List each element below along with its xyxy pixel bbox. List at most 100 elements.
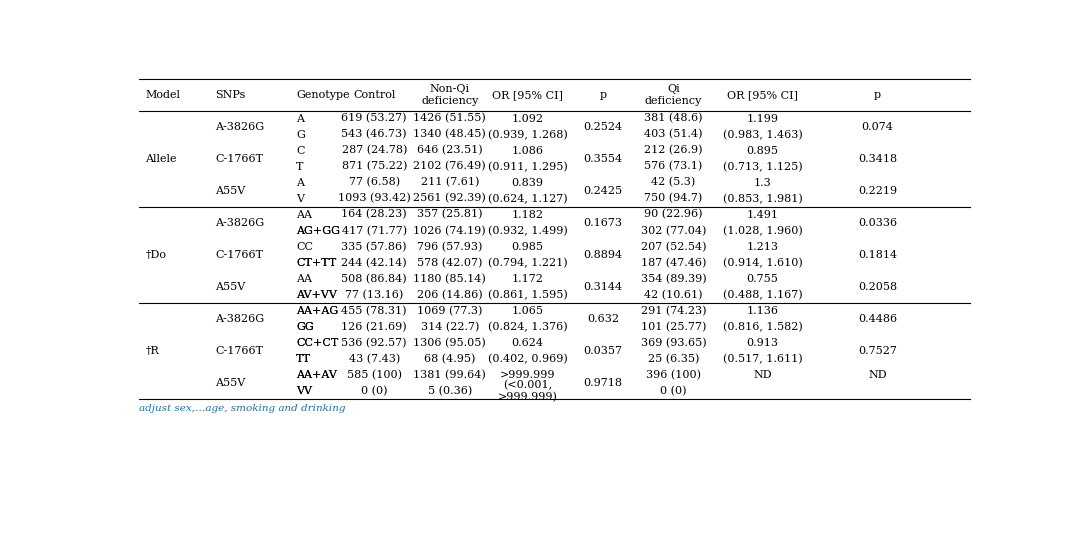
Text: 750 (94.7): 750 (94.7) [645,193,702,204]
Text: 1093 (93.42): 1093 (93.42) [338,193,410,204]
Text: CT+TT: CT+TT [296,258,337,268]
Text: (0.824, 1.376): (0.824, 1.376) [488,321,567,332]
Text: AA: AA [296,210,313,220]
Text: 536 (92.57): 536 (92.57) [342,338,407,348]
Text: (0.794, 1.221): (0.794, 1.221) [488,258,567,268]
Text: 68 (4.95): 68 (4.95) [424,354,475,364]
Text: GG: GG [296,322,314,332]
Text: p: p [599,90,607,100]
Text: Control: Control [353,90,395,100]
Text: 1306 (95.05): 1306 (95.05) [413,338,486,348]
Text: 2102 (76.49): 2102 (76.49) [413,161,486,172]
Text: 1.491: 1.491 [747,210,778,220]
Text: 354 (89.39): 354 (89.39) [641,273,707,284]
Text: CT+TT: CT+TT [296,258,337,268]
Text: 2561 (92.39): 2561 (92.39) [413,193,486,204]
Text: 0.4486: 0.4486 [858,314,897,323]
Text: 212 (26.9): 212 (26.9) [645,145,703,156]
Text: A-3826G: A-3826G [215,218,264,227]
Text: >999.999: >999.999 [500,370,555,380]
Text: †R: †R [145,346,159,356]
Text: OR [95% CI]: OR [95% CI] [727,90,799,100]
Text: T: T [296,161,304,172]
Text: p: p [874,90,881,100]
Text: 1.136: 1.136 [747,306,778,316]
Text: 77 (13.16): 77 (13.16) [345,289,404,300]
Text: 77 (6.58): 77 (6.58) [348,178,400,188]
Text: 0.2425: 0.2425 [583,186,623,195]
Text: A-3826G: A-3826G [215,122,264,132]
Text: 1340 (48.45): 1340 (48.45) [413,130,486,140]
Text: AA+AV: AA+AV [296,370,338,380]
Text: (0.624, 1.127): (0.624, 1.127) [488,193,567,204]
Text: TT: TT [296,354,312,363]
Text: (0.983, 1.463): (0.983, 1.463) [723,130,803,140]
Text: Genotype: Genotype [296,90,349,100]
Text: 187 (47.46): 187 (47.46) [641,258,707,268]
Text: CC: CC [296,241,314,252]
Text: CC+CT: CC+CT [296,338,339,348]
Text: 25 (6.35): 25 (6.35) [648,354,699,364]
Text: 211 (7.61): 211 (7.61) [421,178,479,188]
Text: (0.816, 1.582): (0.816, 1.582) [723,321,803,332]
Text: 455 (78.31): 455 (78.31) [342,306,407,316]
Text: (<0.001,
>999.999): (<0.001, >999.999) [498,380,557,402]
Text: AV+VV: AV+VV [296,289,338,300]
Text: 403 (51.4): 403 (51.4) [645,130,703,140]
Text: (0.853, 1.981): (0.853, 1.981) [723,193,803,204]
Text: 508 (86.84): 508 (86.84) [342,273,407,284]
Text: C-1766T: C-1766T [215,346,263,356]
Text: AA: AA [296,274,313,284]
Text: 302 (77.04): 302 (77.04) [641,225,707,236]
Text: 0.0357: 0.0357 [583,346,622,356]
Text: AA+AV: AA+AV [296,370,338,380]
Text: 0.9718: 0.9718 [583,377,622,388]
Text: 0.3144: 0.3144 [583,282,623,292]
Text: 42 (10.61): 42 (10.61) [645,289,703,300]
Text: AG+GG: AG+GG [296,226,340,235]
Text: 206 (14.86): 206 (14.86) [417,289,483,300]
Text: 369 (93.65): 369 (93.65) [641,338,707,348]
Text: 314 (22.7): 314 (22.7) [421,321,479,332]
Text: 207 (52.54): 207 (52.54) [641,241,707,252]
Text: adjust sex,…age, smoking and drinking: adjust sex,…age, smoking and drinking [140,404,346,413]
Text: 126 (21.69): 126 (21.69) [342,321,407,332]
Text: (0.402, 0.969): (0.402, 0.969) [488,354,568,364]
Text: ND: ND [868,370,886,380]
Text: A55V: A55V [215,282,246,292]
Text: VV: VV [296,386,313,396]
Text: 0.3418: 0.3418 [858,153,897,164]
Text: 0.2524: 0.2524 [583,122,623,132]
Text: 585 (100): 585 (100) [346,369,401,380]
Text: 0 (0): 0 (0) [361,386,387,396]
Text: 5 (0.36): 5 (0.36) [427,386,472,396]
Text: 0.7527: 0.7527 [858,346,897,356]
Text: 0.2058: 0.2058 [858,282,897,292]
Text: V: V [296,193,304,204]
Text: Non-Qi
deficiency: Non-Qi deficiency [421,84,478,106]
Text: OR [95% CI]: OR [95% CI] [492,90,564,100]
Text: SNPs: SNPs [215,90,246,100]
Text: GG: GG [296,322,314,332]
Text: 1.213: 1.213 [747,241,778,252]
Text: A: A [296,178,304,187]
Text: †Do: †Do [145,249,167,260]
Text: 0.839: 0.839 [512,178,543,187]
Text: 0.632: 0.632 [588,314,619,323]
Text: 1069 (77.3): 1069 (77.3) [417,306,483,316]
Text: A-3826G: A-3826G [215,314,264,323]
Text: 42 (5.3): 42 (5.3) [651,178,696,188]
Text: Model: Model [145,90,181,100]
Text: (0.713, 1.125): (0.713, 1.125) [723,161,802,172]
Text: 90 (22.96): 90 (22.96) [645,210,703,220]
Text: 0.2219: 0.2219 [858,186,897,195]
Text: 0.755: 0.755 [747,274,778,284]
Text: CC+CT: CC+CT [296,338,339,348]
Text: 1381 (99.64): 1381 (99.64) [413,369,486,380]
Text: ND: ND [753,370,771,380]
Text: 0.3554: 0.3554 [583,153,623,164]
Text: C: C [296,146,305,156]
Text: 357 (25.81): 357 (25.81) [417,210,483,220]
Text: Allele: Allele [145,153,176,164]
Text: 1.3: 1.3 [753,178,771,187]
